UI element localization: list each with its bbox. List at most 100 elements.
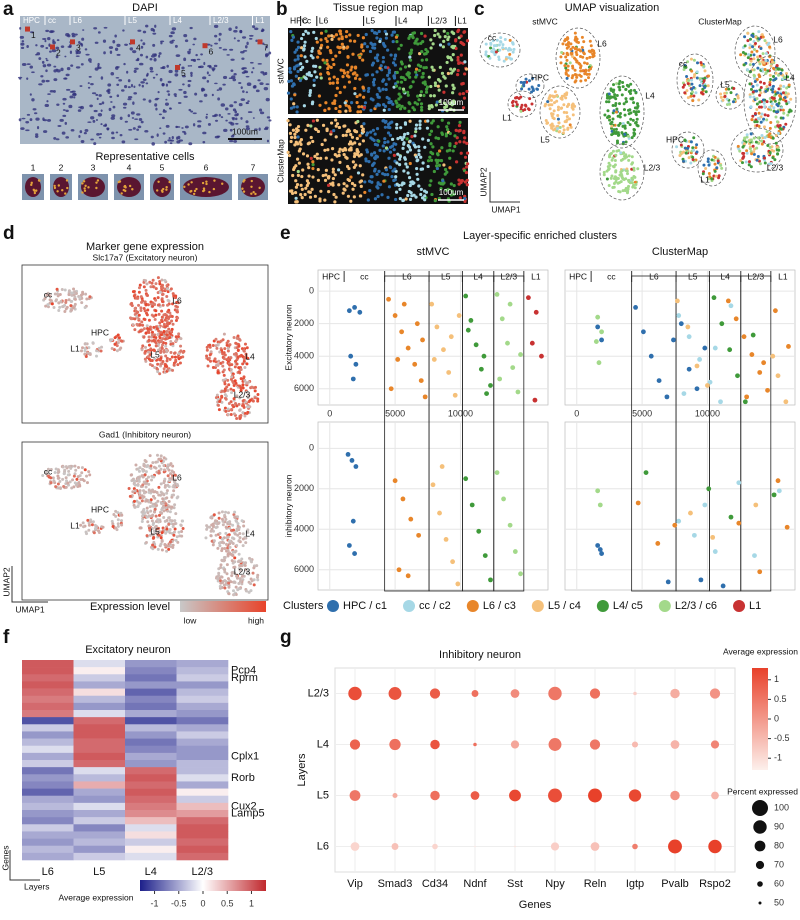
umap-point xyxy=(710,177,714,181)
umap-point xyxy=(776,91,780,95)
umap-point xyxy=(634,120,638,124)
nucleus xyxy=(255,39,258,43)
umap-point xyxy=(233,379,237,383)
umap-point xyxy=(156,370,160,374)
y-tick-label: 6000 xyxy=(294,564,314,574)
umap-point xyxy=(607,167,611,171)
umap-point xyxy=(573,68,577,72)
umap-point xyxy=(159,534,163,538)
nucleus xyxy=(222,83,226,86)
cell-dot xyxy=(346,55,350,59)
cell-spot xyxy=(37,179,41,182)
umap-point xyxy=(770,102,774,106)
region-box xyxy=(740,275,772,592)
umap-point xyxy=(76,475,80,479)
heatmap-cell xyxy=(73,852,126,861)
cluster-label: L1 xyxy=(502,112,512,122)
umap-point xyxy=(499,40,503,44)
umap-point xyxy=(497,55,501,59)
point xyxy=(399,329,405,335)
umap-point xyxy=(147,482,151,486)
cell-dot xyxy=(459,40,463,45)
umap-point xyxy=(719,92,723,96)
nucleus xyxy=(261,28,264,32)
legend-swatch xyxy=(403,600,416,612)
nucleus xyxy=(89,104,93,108)
cluster-label: L4 xyxy=(245,351,255,361)
cell-dot xyxy=(308,93,312,97)
point xyxy=(597,502,603,508)
umap-point xyxy=(148,362,152,366)
umap-point xyxy=(173,527,177,531)
cell-dot xyxy=(403,65,408,69)
cell-dot xyxy=(338,29,342,33)
cell-dot xyxy=(351,72,355,76)
cell-dot xyxy=(338,90,342,95)
nucleus xyxy=(112,40,116,44)
cell-dot xyxy=(401,146,405,150)
cell-dot xyxy=(325,58,329,63)
region-label: HPC xyxy=(569,271,587,281)
umap-point xyxy=(236,522,240,526)
cell-dot xyxy=(421,81,425,85)
cell-dot xyxy=(401,87,406,91)
cell-dot xyxy=(384,87,388,92)
umap-point xyxy=(603,113,607,117)
cell-dot xyxy=(438,35,442,39)
nucleus xyxy=(90,138,94,141)
point xyxy=(456,313,462,318)
umap-point xyxy=(169,351,173,355)
cell-dot xyxy=(310,49,314,53)
umap-point xyxy=(131,490,135,494)
umap-point xyxy=(573,38,577,42)
y-tick-label: 4000 xyxy=(294,351,314,361)
umap-point xyxy=(768,151,772,155)
nucleus xyxy=(127,96,133,99)
umap-point xyxy=(171,344,175,348)
heatmap-cell xyxy=(22,674,74,682)
cell-dot xyxy=(371,128,375,132)
umap-point xyxy=(695,143,699,147)
umap-point xyxy=(219,563,223,567)
umap-point xyxy=(592,49,596,53)
umap-point xyxy=(741,51,745,55)
umap-point xyxy=(745,151,749,155)
cell-dot xyxy=(466,162,470,166)
umap-point xyxy=(82,525,86,529)
cell-dot xyxy=(416,177,420,181)
cell-spot xyxy=(202,187,206,190)
plot-title: Gad1 (Inhibitory neuron) xyxy=(99,429,191,439)
umap-point xyxy=(690,78,694,82)
cell-dot xyxy=(391,102,395,106)
umap-point xyxy=(770,96,774,100)
umap-point xyxy=(157,530,161,534)
cell-dot xyxy=(337,125,342,130)
cell-dot xyxy=(303,55,307,59)
dot xyxy=(514,845,516,848)
umap-point xyxy=(154,344,158,348)
panel-title: DAPI xyxy=(132,2,158,14)
umap-point xyxy=(755,146,759,150)
umap-point xyxy=(154,336,158,340)
umap-point xyxy=(511,104,515,108)
axis-label: UMAP1 xyxy=(491,204,521,214)
umap-point xyxy=(233,365,237,369)
umap-point xyxy=(565,68,569,72)
umap-point xyxy=(88,295,92,299)
umap-point xyxy=(156,518,160,522)
nucleus xyxy=(108,107,112,112)
umap-point xyxy=(771,87,775,91)
cell-dot xyxy=(381,172,385,176)
umap-point xyxy=(484,53,488,57)
umap-point xyxy=(229,368,233,372)
region-label: L4 xyxy=(398,15,408,25)
heatmap-cell xyxy=(125,702,177,711)
cell-dot xyxy=(336,45,340,49)
chart-title: Layer-specific enriched clusters xyxy=(463,230,618,242)
nucleus xyxy=(160,67,165,69)
gene-label: Cplx1 xyxy=(231,750,259,762)
heatmap-cell xyxy=(176,802,229,811)
umap-point xyxy=(786,92,790,96)
umap-point xyxy=(226,577,230,581)
cell-spot xyxy=(123,185,126,188)
